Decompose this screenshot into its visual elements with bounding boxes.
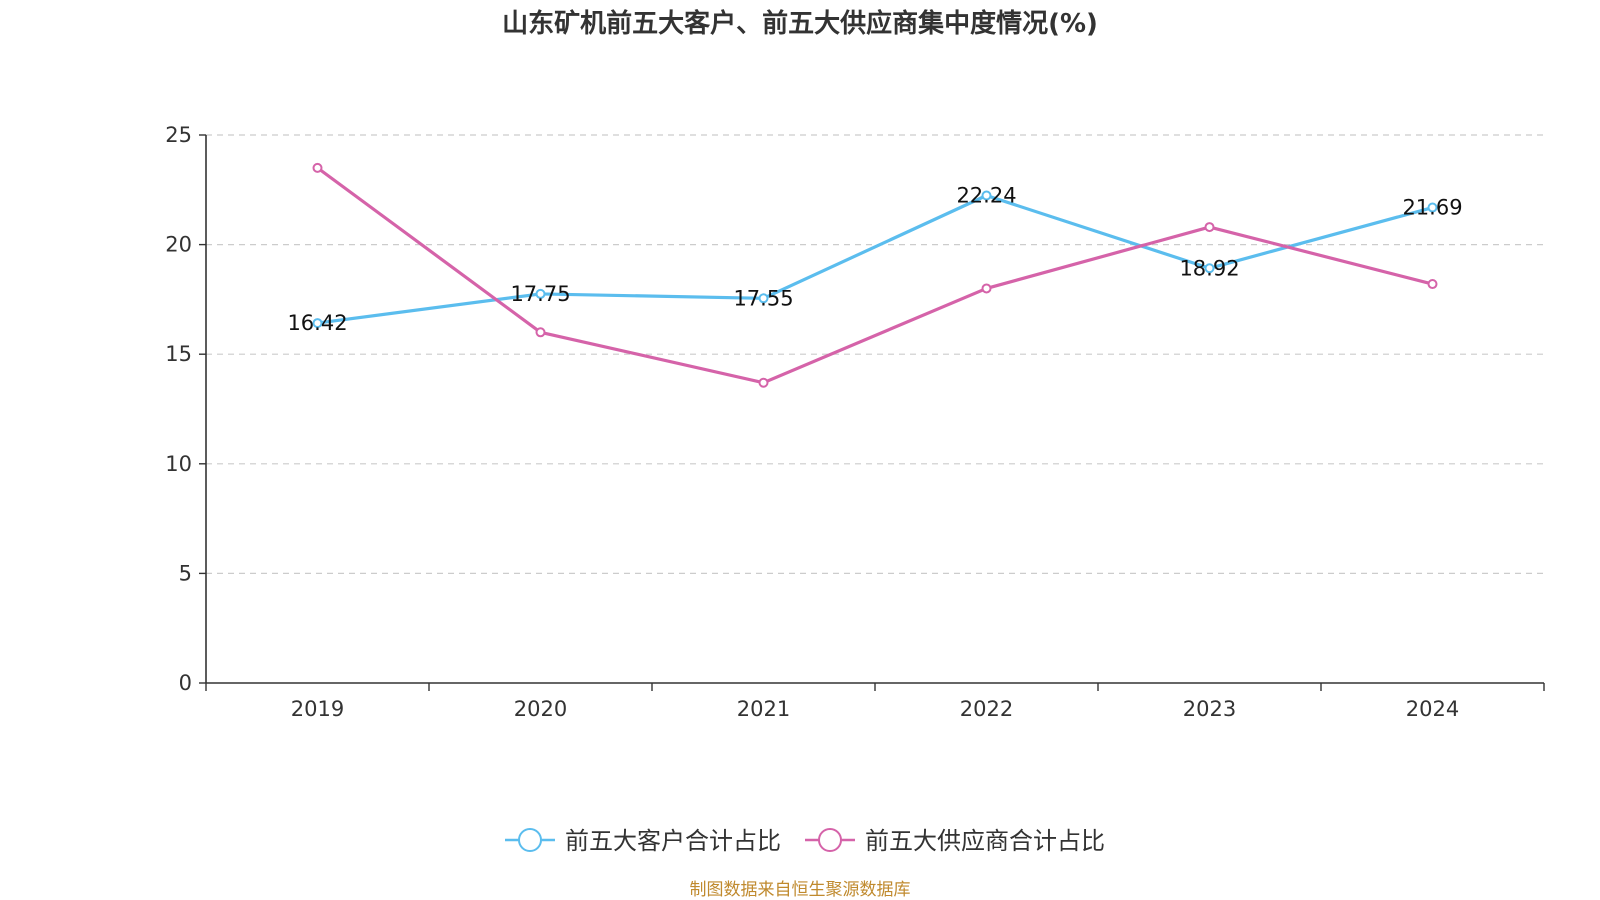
series-1-point[interactable]: [981, 190, 992, 201]
grid-lines: [206, 134, 1544, 575]
x-tick-label: 2022: [960, 697, 1013, 721]
series-2-point[interactable]: [758, 377, 769, 388]
y-tick-label: 0: [179, 671, 192, 695]
series-2-point[interactable]: [1427, 279, 1438, 290]
data-label: 21.69: [1402, 196, 1462, 220]
legend-label-2[interactable]: 前五大供应商合计占比: [865, 827, 1105, 855]
series-1-point[interactable]: [1204, 263, 1215, 274]
x-tick-label: 2019: [291, 697, 344, 721]
y-tick-label: 5: [179, 561, 192, 585]
y-tick-label: 25: [165, 123, 192, 147]
data-labels: 16.42 17.75 17.55 22.24 18.92 21.69: [287, 183, 1462, 335]
source-note: 制图数据来自恒生聚源数据库: [690, 880, 911, 900]
series-1-point[interactable]: [758, 293, 769, 304]
data-label: 16.42: [287, 311, 347, 335]
y-tick-label: 10: [165, 452, 192, 476]
legend-marker-2[interactable]: [818, 828, 842, 852]
x-tick-label: 2024: [1406, 697, 1459, 721]
series-1-point[interactable]: [312, 318, 323, 329]
data-label: 17.75: [510, 282, 570, 306]
series-line-1: [317, 193, 1433, 325]
legend-marker-1[interactable]: [518, 828, 542, 852]
series-1-point[interactable]: [1427, 202, 1438, 213]
legend: 前五大客户合计占比 前五大供应商合计占比: [505, 827, 1105, 855]
series-2-point[interactable]: [1204, 222, 1215, 233]
y-tick-label: 20: [165, 233, 192, 257]
series-line-2: [316, 166, 1433, 385]
series-2-point[interactable]: [535, 327, 546, 338]
series-layer: [312, 162, 1438, 388]
y-tick-label: 15: [165, 342, 192, 366]
x-tick-label: 2020: [514, 697, 567, 721]
data-label: 17.55: [733, 286, 793, 310]
legend-label-1[interactable]: 前五大客户合计占比: [565, 827, 781, 855]
series-2-point[interactable]: [981, 283, 992, 294]
series-2-point[interactable]: [312, 162, 323, 173]
x-tick-label: 2023: [1183, 697, 1236, 721]
axes: 0 5 10 15 20 25 2019 2020 2021 2022 2023 2024: [165, 123, 1545, 721]
series-1-point[interactable]: [535, 288, 546, 299]
x-tick-label: 2021: [737, 697, 790, 721]
data-label: 22.24: [956, 183, 1016, 207]
chart-title: 山东矿机前五大客户、前五大供应商集中度情况(%): [502, 8, 1098, 39]
data-label: 18.92: [1179, 256, 1239, 280]
